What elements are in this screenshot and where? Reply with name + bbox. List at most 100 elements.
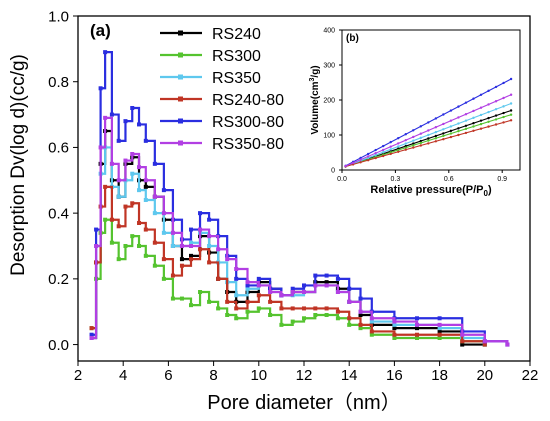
inset-marker xyxy=(449,119,453,122)
main-data-point xyxy=(324,313,329,317)
inset-x-label-sub: 0 xyxy=(484,189,489,198)
inset-marker xyxy=(374,156,377,160)
legend-label: RS240-80 xyxy=(212,92,284,109)
inset-marker xyxy=(404,138,407,142)
main-data-point xyxy=(94,227,99,232)
main-data-point xyxy=(268,290,273,294)
main-data-point xyxy=(189,244,193,248)
inset-marker xyxy=(374,148,377,152)
inset-marker xyxy=(502,96,505,100)
main-panel-label: (a) xyxy=(90,21,111,40)
inset-marker xyxy=(509,109,513,112)
main-data-point xyxy=(89,326,94,331)
main-y-tick-label: 1.0 xyxy=(48,8,69,25)
main-data-point xyxy=(98,145,103,150)
inset-marker xyxy=(494,118,498,121)
main-data-point xyxy=(207,217,212,222)
main-data-point xyxy=(216,306,221,311)
inset-marker xyxy=(366,152,370,156)
inset-marker xyxy=(487,120,490,123)
main-data-point xyxy=(130,234,135,239)
main-data-point xyxy=(170,273,175,278)
main-data-point xyxy=(123,204,128,209)
inset-marker xyxy=(457,127,460,130)
legend-swatch-marker xyxy=(178,30,183,36)
main-data-point xyxy=(437,329,442,334)
main-x-tick-label: 8 xyxy=(209,367,217,384)
main-data-point xyxy=(207,299,212,304)
inset-marker xyxy=(427,137,430,140)
legend-label: RS350 xyxy=(212,70,261,87)
main-data-point xyxy=(369,319,374,324)
inset-marker xyxy=(479,93,483,96)
main-y-axis-label: Desorption Dv(log d)(cc/g) xyxy=(8,54,29,276)
main-data-point xyxy=(137,122,142,127)
main-data-point xyxy=(482,342,487,347)
main-series-line xyxy=(91,218,486,345)
main-data-point xyxy=(392,326,397,331)
inset-marker xyxy=(442,128,445,131)
inset-marker xyxy=(464,119,468,122)
inset-marker xyxy=(374,153,377,157)
inset-marker xyxy=(494,85,498,89)
main-data-point xyxy=(358,322,363,327)
legend-item-rs350: RS350 xyxy=(160,70,261,87)
main-data-point xyxy=(313,306,318,311)
main-y-tick-label: 0.0 xyxy=(48,337,69,354)
main-data-point xyxy=(234,316,239,321)
main-data-point xyxy=(116,194,121,199)
main-data-point xyxy=(245,286,250,291)
inset-marker xyxy=(397,136,400,140)
inset-marker xyxy=(472,97,475,100)
main-data-point xyxy=(245,280,250,285)
inset-marker xyxy=(359,156,362,160)
main-data-point xyxy=(143,227,148,232)
main-chart: 2 4 6 8 10 12 14 16 18 20 22 0.0 0.2 0.4 0.6 0.8 1.0 (a)… xyxy=(8,8,538,414)
inset-marker xyxy=(494,100,498,103)
main-data-point xyxy=(358,326,363,331)
main-data-point xyxy=(245,299,250,304)
inset-marker xyxy=(449,135,453,139)
inset-marker xyxy=(442,138,445,141)
main-data-point xyxy=(123,158,128,163)
main-x-tick-label: 12 xyxy=(296,367,313,384)
main-data-point xyxy=(161,257,166,262)
inset-marker xyxy=(457,129,460,133)
legend-item-rs350-80: RS350-80 xyxy=(160,136,284,153)
inset-marker xyxy=(397,150,400,153)
main-data-point xyxy=(335,309,340,314)
main-data-point xyxy=(179,244,184,248)
inset-y-axis-label: Volume(cm3/g) xyxy=(309,65,321,134)
inset-ticks: 0.0 0.3 0.6 0.9 0 100 200 300 400 xyxy=(323,27,507,183)
main-data-point xyxy=(103,115,108,120)
inset-marker xyxy=(412,146,415,149)
main-data-point xyxy=(152,240,157,245)
main-data-point xyxy=(216,247,221,252)
main-x-tick-label: 22 xyxy=(522,367,539,384)
main-data-point xyxy=(324,273,329,278)
main-data-point xyxy=(143,198,148,202)
main-data-point xyxy=(123,119,128,124)
inset-marker xyxy=(404,133,407,136)
inset-marker xyxy=(381,148,385,152)
inset-marker xyxy=(479,122,483,126)
main-data-point xyxy=(437,322,442,327)
main-data-point xyxy=(290,286,295,291)
inset-marker xyxy=(389,140,392,144)
legend-label: RS300-80 xyxy=(212,114,284,131)
inset-marker xyxy=(509,77,513,81)
inset-marker xyxy=(359,158,362,161)
main-data-point xyxy=(313,283,318,288)
inset-marker xyxy=(397,142,400,145)
main-x-axis-label: Pore diameter（nm） xyxy=(207,391,400,414)
inset-marker xyxy=(412,135,415,139)
inset-x-label-main: Relative pressure(P/P xyxy=(370,184,483,196)
main-data-point xyxy=(109,217,114,222)
legend-item-rs300-80: RS300-80 xyxy=(160,114,284,131)
main-data-point xyxy=(460,332,465,337)
inset-marker xyxy=(381,154,385,158)
inset-marker xyxy=(494,123,498,126)
main-data-point xyxy=(189,253,193,258)
inset-marker xyxy=(479,106,483,109)
legend-item-rs240-80: RS240-80 xyxy=(160,92,284,109)
